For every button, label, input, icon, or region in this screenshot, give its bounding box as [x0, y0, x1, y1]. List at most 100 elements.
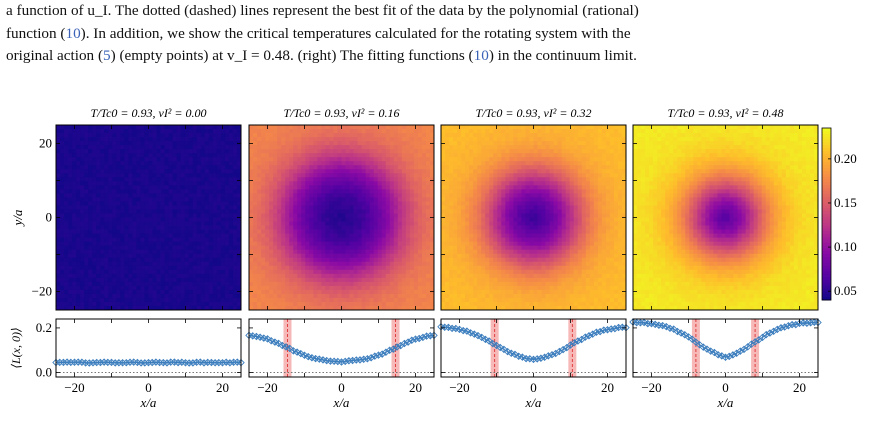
heatmap-cell [224, 273, 230, 279]
heatmap-cell [261, 301, 266, 307]
heatmap-cell [208, 185, 214, 190]
heatmap-cell [148, 253, 153, 259]
heatmap-cell [220, 225, 226, 230]
heatmap-cell [224, 149, 230, 154]
heatmap-cell [116, 153, 121, 158]
heatmap-cell [224, 177, 230, 182]
heatmap-cell [469, 129, 474, 134]
heatmap-cell [84, 269, 89, 275]
heatmap-cell [285, 157, 290, 162]
heatmap-cell [317, 225, 322, 230]
heatmap-cell [281, 265, 286, 271]
heatmap-cell [341, 225, 346, 230]
heatmap-cell [305, 249, 310, 255]
heatmap-cell [313, 281, 318, 287]
heatmap-cell [377, 257, 383, 263]
heatmap-cell [192, 233, 198, 239]
heatmap-cell [92, 245, 97, 251]
heatmap-cell [477, 173, 482, 178]
heatmap-cell [60, 169, 65, 174]
panel-title: T/Tc0 = 0.93, vI² = 0.16 [283, 106, 399, 120]
heatmap-cell [148, 241, 153, 247]
heatmap-cell [413, 285, 419, 291]
heatmap-cell [401, 205, 407, 210]
heatmap-cell [361, 157, 367, 162]
heatmap-cell [200, 301, 206, 307]
heatmap-cell [337, 293, 342, 299]
heatmap-cell [285, 129, 290, 134]
heatmap-cell [477, 261, 482, 267]
heatmap-cell [461, 285, 466, 291]
heatmap-cell [277, 185, 282, 190]
equation-ref-link[interactable]: 10 [473, 47, 489, 64]
heatmap-cell [329, 169, 334, 174]
heatmap-cell [140, 257, 145, 263]
heatmap-cell [453, 177, 458, 182]
heatmap-cell [116, 273, 121, 279]
heatmap-cell [128, 149, 133, 154]
heatmap-cell [80, 285, 85, 291]
heatmap-cell [76, 229, 81, 234]
heatmap-cell [216, 133, 222, 138]
heatmap-cell [425, 201, 431, 206]
heatmap-cell [413, 181, 419, 186]
heatmap-cell [305, 301, 310, 307]
heatmap-cell [72, 225, 77, 230]
heatmap-cell [84, 277, 89, 283]
heatmap-cell [365, 157, 371, 162]
heatmap-cell [184, 241, 190, 247]
heatmap-cell [269, 145, 274, 150]
heatmap-cell [68, 269, 73, 275]
heatmap-cell [136, 301, 141, 307]
heatmap-cell [401, 201, 407, 206]
heatmap-cell [349, 145, 354, 150]
heatmap-cell [457, 245, 462, 251]
heatmap-cell [357, 261, 363, 267]
heatmap-cell [132, 201, 137, 206]
heatmap-cell [389, 221, 395, 226]
heatmap-cell [108, 241, 113, 247]
heatmap-cell [180, 153, 186, 158]
heatmap-cell [216, 281, 222, 287]
heatmap-cell [72, 281, 77, 287]
heatmap-cell [473, 217, 478, 222]
heatmap-cell [204, 225, 210, 230]
heatmap-cell [249, 293, 254, 299]
heatmap-cell [329, 209, 334, 214]
heatmap-cell [184, 133, 190, 138]
equation-ref-link[interactable]: 5 [103, 47, 111, 64]
heatmap-cell [337, 141, 342, 146]
heatmap-cell [313, 285, 318, 291]
equation-ref-link[interactable]: 10 [65, 24, 81, 42]
heatmap-cell [100, 221, 105, 226]
heatmap-cell [269, 173, 274, 178]
heatmap-cell [445, 189, 450, 194]
heatmap-cell [461, 241, 466, 247]
heatmap-cell [269, 273, 274, 279]
heatmap-cell [108, 145, 113, 150]
heatmap-cell [413, 149, 419, 154]
heatmap-cell [160, 257, 165, 263]
heatmap-cell [361, 213, 367, 218]
heatmap-cell [108, 193, 113, 198]
heatmap-cell [216, 169, 222, 174]
heatmap-cell [68, 181, 73, 186]
heatmap-cell [152, 141, 157, 146]
heatmap-cell [321, 165, 326, 170]
heatmap-cell [265, 253, 270, 259]
heatmap-cell [469, 181, 474, 186]
heatmap-cell [232, 261, 238, 267]
heatmap-cell [76, 233, 81, 239]
heatmap-cell [257, 253, 262, 259]
heatmap-cell [168, 173, 174, 178]
heatmap-cell [184, 233, 190, 239]
heatmap-cell [453, 285, 458, 291]
heatmap-cell [68, 129, 73, 134]
heatmap-cell [128, 277, 133, 283]
heatmap-cell [425, 197, 431, 202]
heatmap-cell [329, 161, 334, 166]
heatmap-cell [425, 233, 431, 239]
heatmap-cell [80, 269, 85, 275]
heatmap-cell [236, 197, 241, 202]
heatmap-cell [441, 249, 446, 255]
